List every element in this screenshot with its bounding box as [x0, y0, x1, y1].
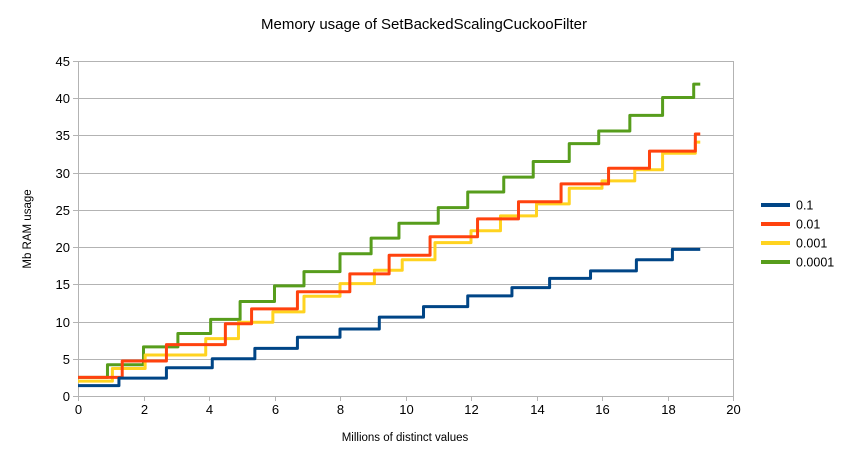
legend-label-0.0001: 0.0001	[796, 256, 834, 270]
x-tick-label-8: 8	[337, 402, 344, 417]
x-tick-label-6: 6	[272, 402, 279, 417]
x-axis-title: Millions of distinct values	[342, 432, 469, 444]
x-tick-label-20: 20	[726, 402, 740, 417]
x-tick-label-2: 2	[141, 402, 148, 417]
x-tick-label-14: 14	[530, 402, 544, 417]
x-tick-label-4: 4	[206, 402, 213, 417]
y-tick-label-10: 10	[56, 315, 70, 330]
series-line-0.1	[78, 247, 701, 388]
x-tick-label-10: 10	[399, 402, 413, 417]
series-line-0.01	[78, 132, 701, 379]
y-tick-label-40: 40	[56, 91, 70, 106]
y-tick-label-45: 45	[56, 54, 70, 69]
series-line-0.001	[78, 140, 701, 383]
y-tick-label-30: 30	[56, 166, 70, 181]
y-tick-label-0: 0	[63, 389, 70, 404]
y-axis-title: Mb RAM usage	[22, 189, 34, 268]
series-line-0.0001	[78, 82, 701, 379]
y-tick-label-35: 35	[56, 128, 70, 143]
legend-label-0.001: 0.001	[796, 237, 827, 251]
x-tick-label-18: 18	[661, 402, 675, 417]
y-tick-label-20: 20	[56, 240, 70, 255]
y-tick-label-25: 25	[56, 203, 70, 218]
x-tick-label-16: 16	[595, 402, 609, 417]
x-tick-label-12: 12	[464, 402, 478, 417]
y-tick-label-5: 5	[63, 352, 70, 367]
legend-label-0.1: 0.1	[796, 199, 813, 213]
x-tick-label-0: 0	[75, 402, 82, 417]
chart-title: Memory usage of SetBackedScalingCuckooFi…	[261, 16, 587, 33]
y-tick-label-15: 15	[56, 277, 70, 292]
legend-label-0.01: 0.01	[796, 218, 820, 232]
